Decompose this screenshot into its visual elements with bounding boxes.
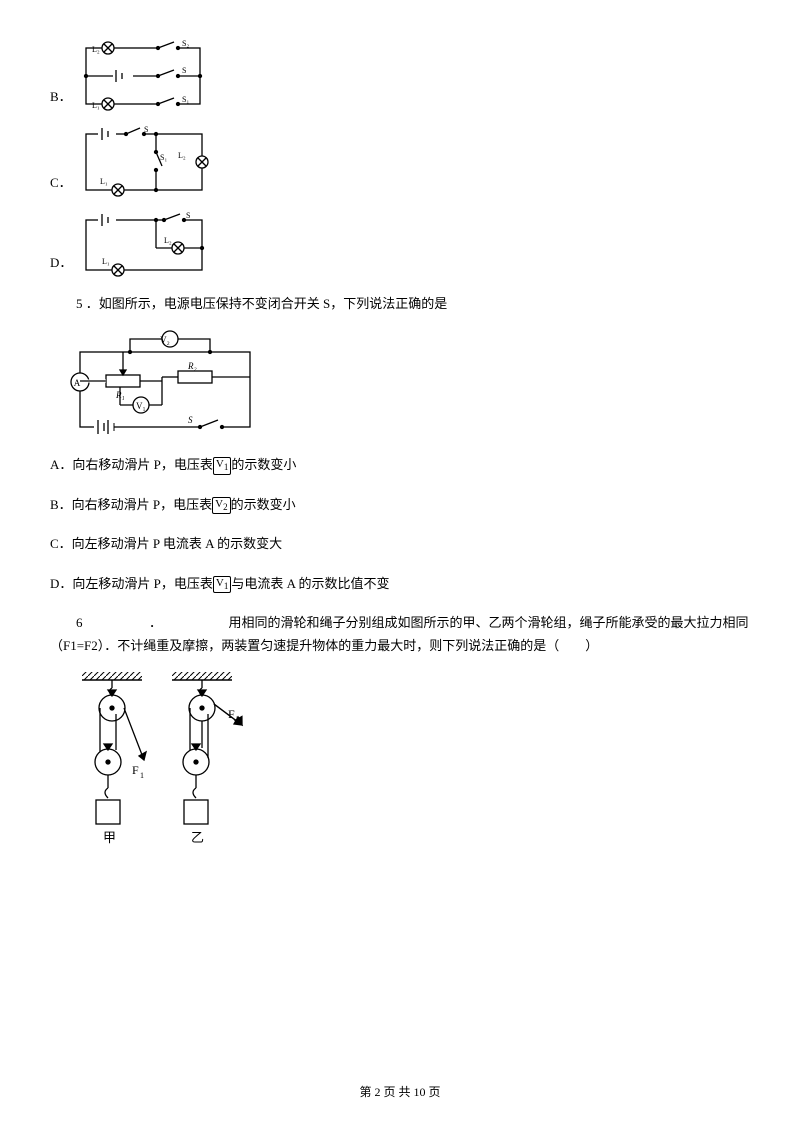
- question-6-text: 6 ． 用相同的滑轮和绳子分别组成如图所示的甲、乙两个滑轮组，绳子所能承受的最大…: [50, 611, 750, 658]
- svg-text:F: F: [228, 707, 235, 721]
- q5a-pre: A．向右移动滑片 P，电压表: [50, 457, 213, 472]
- svg-text:A: A: [74, 378, 81, 388]
- page-footer: 第 2 页 共 10 页: [0, 1082, 800, 1104]
- q5b-post: 的示数变小: [231, 497, 296, 512]
- label-jia: 甲: [103, 830, 116, 845]
- q5d-pre: D．向左移动滑片 P，电压表: [50, 576, 213, 591]
- svg-text:S₂: S₂: [182, 40, 189, 48]
- svg-text:F: F: [132, 763, 139, 777]
- option-d-row: D． S L₂ L₁: [50, 212, 750, 278]
- svg-text:L₂: L₂: [164, 236, 172, 245]
- svg-text:1: 1: [140, 771, 144, 780]
- svg-text:L₁: L₁: [100, 177, 108, 186]
- svg-text:S: S: [182, 66, 186, 75]
- svg-text:R₁: R₁: [115, 390, 125, 400]
- q5-circuit-diagram: V₂ A R₁ R₂ V₁ S: [70, 327, 260, 437]
- q5-option-a: A．向右移动滑片 P，电压表V1的示数变小: [50, 453, 750, 476]
- svg-text:L₂: L₂: [178, 151, 186, 160]
- q5-number: 5: [76, 296, 83, 311]
- svg-text:V₁: V₁: [136, 401, 146, 411]
- q5-option-b: B．向右移动滑片 P，电压表V2的示数变小: [50, 493, 750, 516]
- pulley-diagram: F1 甲 F2 乙: [70, 670, 270, 865]
- q5-option-c: C．向左移动滑片 P 电流表 A 的示数变大: [50, 532, 750, 555]
- q5d-post: 与电流表 A 的示数比值不变: [231, 576, 389, 591]
- svg-text:2: 2: [236, 715, 240, 724]
- v2-symbol: V2: [212, 497, 230, 514]
- option-c-row: C． S S₁ L₂ L₁: [50, 126, 750, 198]
- option-c-letter: C．: [50, 171, 72, 194]
- footer-pre: 第: [359, 1085, 374, 1099]
- v1-symbol: V1: [213, 457, 231, 474]
- footer-mid: 页 共: [380, 1085, 413, 1099]
- q6-number: 6: [76, 615, 83, 630]
- option-b-letter: B．: [50, 85, 72, 108]
- question-5-text: 5 ．如图所示，电源电压保持不变闭合开关 S，下列说法正确的是: [50, 292, 750, 315]
- svg-text:L₂: L₂: [92, 45, 100, 54]
- svg-text:R₂: R₂: [187, 361, 197, 371]
- svg-text:L₁: L₁: [92, 101, 100, 110]
- svg-text:L₁: L₁: [102, 257, 110, 266]
- svg-text:S: S: [188, 415, 193, 425]
- v1-symbol-2: V1: [213, 576, 231, 593]
- q5-option-d: D．向左移动滑片 P，电压表V1与电流表 A 的示数比值不变: [50, 572, 750, 595]
- label-yi: 乙: [191, 830, 204, 845]
- svg-text:S: S: [144, 126, 148, 134]
- circuit-c-diagram: S S₁ L₂ L₁: [78, 126, 210, 198]
- svg-text:S₁: S₁: [182, 95, 189, 104]
- q5-body: ．如图所示，电源电压保持不变闭合开关 S，下列说法正确的是: [86, 296, 447, 311]
- option-d-letter: D．: [50, 251, 72, 274]
- svg-text:V₂: V₂: [160, 335, 170, 345]
- circuit-d-diagram: S L₂ L₁: [78, 212, 210, 278]
- option-b-row: B． L₂ S₂ S L₁ S₁: [50, 40, 750, 112]
- svg-text:S₁: S₁: [160, 153, 167, 162]
- footer-total-page: 10: [414, 1085, 426, 1099]
- q5a-post: 的示数变小: [231, 457, 296, 472]
- circuit-b-diagram: L₂ S₂ S L₁ S₁: [78, 40, 208, 112]
- footer-post: 页: [426, 1085, 441, 1099]
- q5b-pre: B．向右移动滑片 P，电压表: [50, 497, 212, 512]
- q6-dot: ．: [149, 615, 162, 630]
- svg-text:S: S: [186, 212, 190, 220]
